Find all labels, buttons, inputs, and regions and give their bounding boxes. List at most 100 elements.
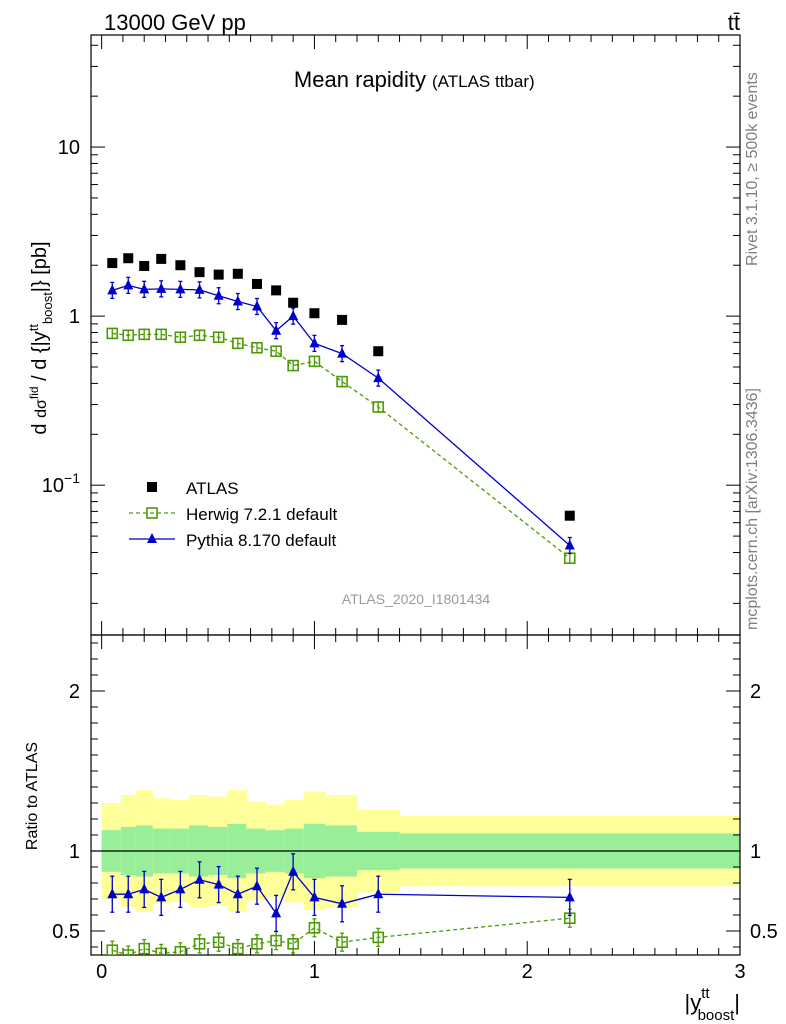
ratio-y-tick-label: 2	[69, 681, 80, 703]
data-point	[336, 375, 348, 388]
analysis-watermark: ATLAS_2020_I1801434	[342, 591, 491, 607]
data-point	[156, 253, 167, 264]
data-point	[174, 331, 187, 344]
data-point	[309, 337, 320, 348]
ratio-data-point	[155, 947, 168, 955]
ratio-data-point	[309, 891, 320, 902]
y-tick-label: 10	[58, 137, 80, 159]
legend-label: Herwig 7.2.1 default	[186, 505, 337, 524]
ratio-data-point	[232, 942, 244, 955]
data-point	[564, 510, 575, 521]
main-y-axis-label: d dσfid / d {|yttboost|} [pb]	[26, 241, 55, 434]
ratio-y-tick-label: 1	[750, 841, 761, 863]
data-point	[372, 401, 385, 413]
ratio-data-point	[337, 897, 348, 908]
data-point	[232, 268, 243, 279]
ratio-data-point	[106, 944, 119, 955]
legend-label: Pythia 8.170 default	[186, 531, 337, 550]
ratio-axis-ticks: 0 1 2 30.5 0.51 12 2	[52, 635, 778, 983]
ratio-panel: 0 1 2 30.5 0.51 12 2 Ratio to ATLAS |ytt boost|	[24, 634, 778, 1024]
ratio-data-point	[308, 921, 321, 934]
data-point	[175, 283, 186, 294]
ratio-frame	[90, 634, 741, 956]
data-point	[155, 328, 168, 341]
ratio-data-point	[138, 942, 150, 955]
data-point	[106, 327, 119, 340]
ratio-series	[106, 853, 576, 955]
data-point	[123, 253, 134, 264]
ratio-y-tick-label: 0.5	[52, 921, 80, 943]
data-point	[193, 329, 206, 342]
data-point	[271, 324, 282, 335]
legend-label: ATLAS	[186, 479, 239, 498]
ratio-y-tick-label: 2	[750, 681, 761, 703]
main-panel: 10−1 1 10 Mean rapidity (ATLAS ttbar) ATLA…	[26, 34, 741, 636]
main-axis-ticks: 10−1 1 10	[42, 35, 741, 635]
ratio-data-point	[139, 883, 150, 894]
ratio-data-point	[122, 949, 135, 955]
data-point	[309, 308, 320, 319]
x-tick-label: 2	[522, 961, 533, 983]
data-point	[564, 539, 575, 550]
ratio-y-tick-label: 1	[69, 841, 80, 863]
data-point	[288, 297, 299, 308]
ratio-data-point	[336, 936, 348, 949]
data-point	[251, 278, 262, 289]
x-axis-label: |ytt boost|	[685, 985, 740, 1024]
side-label-rivet: Rivet 3.1.10, ≥ 500k events	[744, 72, 761, 266]
data-point	[232, 337, 244, 350]
chart-title: Mean rapidity	[294, 67, 426, 92]
data-point	[175, 260, 186, 271]
data-point	[288, 310, 299, 321]
data-point	[337, 314, 348, 325]
data-point	[194, 283, 205, 294]
legend-marker	[146, 507, 158, 519]
ratio-data-point	[107, 888, 118, 899]
side-label-mcplots: mcplots.cern.ch [arXiv:1306.3436]	[744, 388, 761, 630]
data-point	[373, 346, 384, 357]
data-point	[308, 355, 321, 368]
ratio-data-point	[288, 865, 299, 876]
data-point	[138, 328, 150, 341]
x-tick-label: 3	[734, 961, 745, 983]
ratio-data-point	[212, 936, 225, 949]
ratio-data-point	[232, 888, 243, 899]
data-point	[122, 329, 135, 342]
ratio-series-group	[106, 853, 576, 955]
ratio-plot-frame	[90, 634, 741, 956]
ratio-data-point	[251, 880, 262, 891]
data-point	[212, 331, 225, 344]
data-point	[271, 285, 282, 296]
legend-marker	[147, 533, 157, 543]
data-point	[139, 260, 150, 271]
ratio-data-point	[251, 937, 263, 950]
data-point	[156, 282, 167, 293]
ratio-data-point	[373, 888, 384, 899]
ratio-data-point	[156, 891, 167, 902]
legend-marker	[147, 482, 157, 492]
ratio-data-point	[174, 945, 187, 955]
data-point	[107, 284, 118, 295]
data-point	[139, 283, 150, 294]
data-point	[251, 341, 263, 354]
ratio-data-point	[564, 891, 575, 902]
ratio-data-point	[193, 937, 206, 950]
data-point	[213, 269, 224, 280]
ratio-data-point	[123, 888, 134, 899]
y-tick-label: 10−1	[42, 470, 80, 497]
ratio-data-point	[271, 907, 282, 918]
ratio-data-point	[270, 934, 282, 947]
ratio-data-point	[287, 937, 299, 950]
ratio-data-point	[194, 873, 205, 884]
ratio-y-axis-label: Ratio to ATLAS	[24, 742, 41, 850]
main-series	[106, 253, 576, 564]
data-point	[373, 372, 384, 383]
data-point	[251, 300, 262, 311]
chart-subtitle: (ATLAS ttbar)	[432, 72, 535, 91]
data-point	[232, 295, 243, 306]
legend: ATLAS Herwig 7.2.1 default Pythia 8.170 de…	[129, 479, 337, 550]
header-process-label: 13000 GeV pp	[104, 10, 246, 35]
data-point	[194, 267, 205, 278]
data-point	[270, 345, 282, 358]
